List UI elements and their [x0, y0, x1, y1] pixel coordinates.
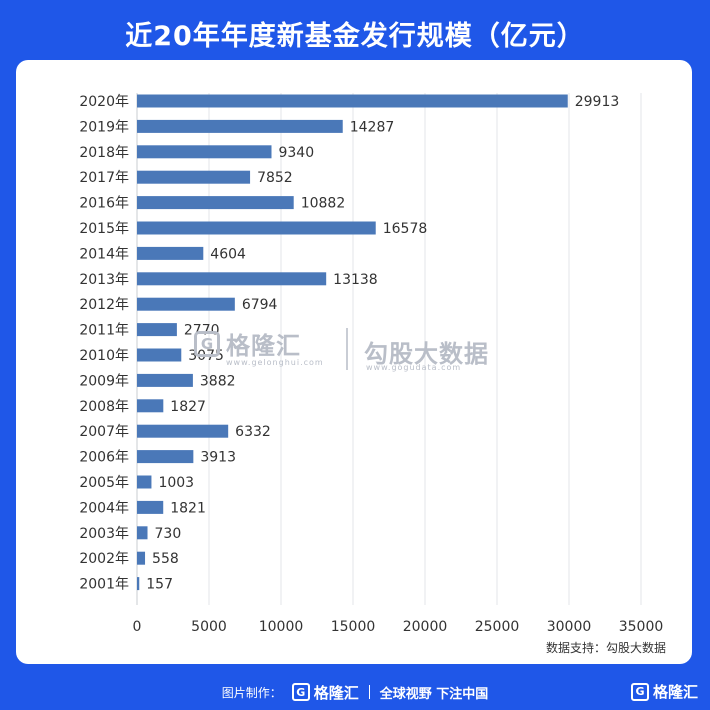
- x-tick-label: 15000: [331, 619, 376, 635]
- category-label: 2004年: [79, 500, 129, 516]
- watermark-divider: [346, 328, 348, 370]
- footer-logo: G 格隆汇: [291, 682, 359, 703]
- category-label: 2016年: [79, 196, 129, 212]
- footer-slogan: 全球视野 下注中国: [379, 686, 489, 702]
- category-label: 2011年: [79, 323, 129, 339]
- bar: [137, 500, 164, 514]
- bar: [137, 323, 177, 337]
- data-label: 157: [146, 577, 173, 593]
- data-label: 3882: [200, 373, 236, 389]
- category-label: 2020年: [79, 94, 129, 110]
- watermark-gogudata: 勾股大数据: [364, 334, 489, 369]
- x-tick-label: 10000: [259, 619, 304, 635]
- data-label: 3913: [200, 450, 236, 466]
- chart-title: 近20年年度新基金发行规模（亿元）: [125, 21, 585, 52]
- bar: [137, 577, 140, 591]
- gelonghui-logo-icon: G: [291, 683, 310, 701]
- x-tick-label: 35000: [619, 619, 664, 635]
- data-label: 1003: [158, 475, 194, 491]
- data-label: 558: [152, 551, 179, 567]
- gelonghui-logo-icon: G: [630, 682, 649, 701]
- bar: [137, 246, 204, 260]
- data-label: 29913: [575, 94, 620, 110]
- data-label: 10882: [301, 196, 346, 212]
- data-label: 1821: [170, 500, 206, 516]
- x-tick-label: 5000: [191, 619, 227, 635]
- source-note: 数据支持：勾股大数据: [545, 641, 666, 655]
- watermark-gogudata-text: 勾股大数据: [364, 340, 489, 368]
- bar: [137, 475, 152, 489]
- bar: [137, 348, 182, 362]
- bar: [137, 94, 568, 108]
- bar: [137, 145, 272, 159]
- data-label: 4604: [210, 246, 246, 262]
- category-label: 2007年: [79, 424, 129, 440]
- watermark-gelonghui-text: 格隆汇: [226, 332, 301, 360]
- bar: [137, 424, 229, 438]
- bar: [137, 526, 148, 540]
- data-label: 9340: [278, 145, 314, 161]
- bar-chart: 2020年 29913 2019年 14287 2018年 9340 2017年 7852 20…: [79, 93, 664, 635]
- bar: [137, 551, 146, 565]
- category-label: 2017年: [79, 170, 129, 186]
- category-label: 2013年: [79, 272, 129, 288]
- gelonghui-logo-icon: G: [194, 330, 220, 357]
- category-label: 2018年: [79, 145, 129, 161]
- category-label: 2002年: [79, 551, 129, 567]
- category-label: 2001年: [79, 577, 129, 593]
- category-label: 2014年: [79, 246, 129, 262]
- bar: [137, 373, 193, 387]
- data-label: 14287: [350, 119, 395, 135]
- data-label: 16578: [383, 221, 428, 237]
- category-label: 2012年: [79, 297, 129, 313]
- bar: [137, 450, 194, 464]
- category-label: 2015年: [79, 221, 129, 237]
- category-label: 2010年: [79, 348, 129, 364]
- chart-card: 2020年 29913 2019年 14287 2018年 9340 2017年 7852 20…: [16, 60, 692, 664]
- category-label: 2019年: [79, 119, 129, 135]
- x-tick-label: 20000: [403, 619, 448, 635]
- x-tick-label: 0: [133, 619, 142, 635]
- footer: 图片制作： G 格隆汇 全球视野 下注中国: [0, 674, 710, 710]
- category-label: 2003年: [79, 526, 129, 542]
- watermark-gelonghui-url: www.gelonghui.com: [226, 358, 324, 367]
- watermark-gelonghui: G 格隆汇: [194, 326, 301, 361]
- category-label: 2008年: [79, 399, 129, 415]
- bar: [137, 170, 251, 184]
- bar: [137, 119, 343, 133]
- corner-brand: 格隆汇: [652, 683, 698, 701]
- bar: [137, 297, 235, 311]
- data-label: 7852: [257, 170, 293, 186]
- category-label: 2009年: [79, 373, 129, 389]
- data-label: 730: [155, 526, 182, 542]
- footer-brand: 格隆汇: [313, 683, 359, 702]
- category-label: 2006年: [79, 450, 129, 466]
- footer-divider: [368, 685, 370, 699]
- x-tick-label: 25000: [475, 619, 520, 635]
- watermark-gogudata-url: www.gogudata.com: [366, 363, 462, 372]
- data-label: 1827: [170, 399, 206, 415]
- bar: [137, 272, 327, 286]
- bar: [137, 399, 164, 413]
- category-label: 2005年: [79, 475, 129, 491]
- x-tick-label: 30000: [547, 619, 592, 635]
- corner-logo: G 格隆汇: [630, 681, 698, 702]
- data-label: 6794: [242, 297, 278, 313]
- data-label: 6332: [235, 424, 271, 440]
- footer-prefix: 图片制作：: [221, 685, 282, 700]
- bar: [137, 196, 294, 210]
- bar: [137, 221, 376, 235]
- data-label: 13138: [333, 272, 378, 288]
